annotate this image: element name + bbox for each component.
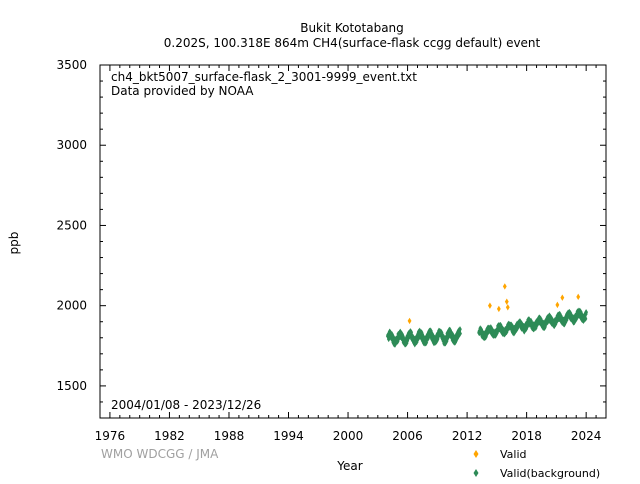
credit-text: WMO WDCGG / JMA	[101, 447, 219, 461]
annotation-date-range: 2004/01/08 - 2023/12/26	[111, 398, 261, 412]
data-point-background	[543, 322, 548, 329]
legend-marker-valid	[473, 450, 479, 458]
data-point-valid	[496, 305, 501, 313]
chart-title-line2: 0.202S, 100.318E 864m CH4(surface-flask …	[164, 36, 541, 50]
data-point-valid	[560, 294, 565, 301]
y-tick-label: 2500	[56, 218, 87, 232]
data-point-background	[583, 315, 588, 322]
x-tick-label: 2018	[511, 429, 542, 443]
axis-ticks	[100, 64, 606, 419]
plot-frame	[99, 64, 607, 419]
data-point-valid	[504, 298, 509, 305]
x-tick-label: 2024	[571, 429, 602, 443]
x-tick-label: 2012	[452, 429, 483, 443]
x-tick-label: 1994	[273, 429, 304, 443]
legend-label-valid: Valid	[500, 448, 527, 461]
legend: Valid Valid(background)	[473, 448, 600, 480]
data-point-valid	[505, 304, 510, 311]
data-point-background	[458, 326, 462, 333]
y-tick-label: 2000	[56, 299, 87, 313]
data-point-valid	[576, 293, 581, 301]
y-tick-label: 1500	[56, 379, 87, 393]
data-point-background	[409, 329, 414, 336]
data-points	[385, 283, 588, 348]
annotation-file: ch4_bkt5007_surface-flask_2_3001-9999_ev…	[111, 70, 417, 84]
data-point-valid	[407, 317, 412, 325]
x-tick-label: 1976	[95, 429, 126, 443]
y-tick-label: 3500	[56, 58, 87, 72]
annotation-provider: Data provided by NOAA	[111, 84, 254, 98]
data-point-background	[458, 330, 462, 337]
x-tick-label: 1988	[214, 429, 245, 443]
data-point-valid	[487, 302, 492, 309]
x-tick-label: 1982	[154, 429, 185, 443]
legend-label-background: Valid(background)	[500, 467, 600, 480]
y-tick-labels: 1500 2000 2500 3000 3500	[56, 58, 87, 393]
y-axis-label: ppb	[7, 232, 21, 255]
data-point-background	[395, 338, 400, 345]
data-point-background	[584, 309, 588, 316]
x-tick-label: 2006	[392, 429, 423, 443]
data-point-valid	[555, 301, 560, 309]
data-point-background	[526, 322, 530, 329]
legend-marker-background	[473, 469, 479, 477]
chart-title-line1: Bukit Kototabang	[300, 21, 404, 35]
data-point-background	[448, 327, 453, 334]
x-tick-label: 2000	[333, 429, 364, 443]
data-point-background	[424, 339, 429, 346]
x-axis-label: Year	[336, 459, 362, 473]
y-tick-label: 3000	[56, 138, 87, 152]
data-point-valid	[502, 283, 507, 290]
x-tick-labels: 1976 1982 1988 1994 2000 2006 2012 2018 2024	[95, 429, 602, 443]
